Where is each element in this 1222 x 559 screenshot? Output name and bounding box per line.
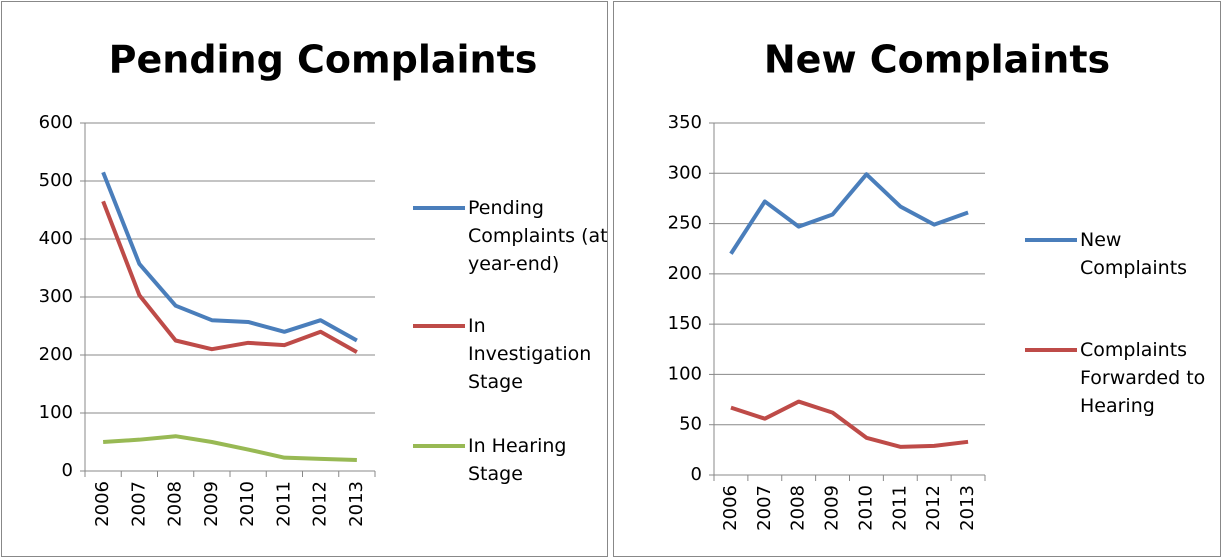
y-tick-label: 600: [39, 112, 73, 133]
x-tick-label: 2006: [92, 481, 113, 527]
y-tick-label: 100: [668, 363, 702, 384]
y-tick-label: 0: [62, 460, 73, 481]
y-tick-label: 400: [39, 228, 73, 249]
x-tick-label: 2009: [822, 485, 843, 531]
x-tick-label: 2009: [201, 481, 222, 527]
legend-label: In Hearing Stage: [468, 435, 567, 485]
x-tick-label: 2012: [310, 481, 331, 527]
series-line: [101, 171, 358, 343]
x-tick-label: 2011: [889, 485, 910, 531]
legend-label: Complaints Forwarded to Hearing: [1080, 339, 1206, 417]
x-tick-label: 2006: [720, 485, 741, 531]
x-tick-label: 2007: [128, 481, 149, 527]
y-tick-label: 250: [668, 213, 702, 234]
x-tick-label: 2012: [923, 485, 944, 531]
x-tick-label: 2010: [237, 481, 258, 527]
y-tick-label: 50: [679, 414, 702, 435]
series-line: [101, 200, 358, 354]
panel-border: [1, 1, 608, 557]
x-tick-label: 2013: [957, 485, 978, 531]
x-tick-label: 2010: [855, 485, 876, 531]
y-tick-label: 150: [668, 313, 702, 334]
y-tick-label: 100: [39, 402, 73, 423]
chart-title: Pending Complaints: [109, 38, 538, 82]
legend-label: New Complaints: [1080, 229, 1188, 279]
x-tick-label: 2011: [273, 481, 294, 527]
y-tick-label: 200: [668, 263, 702, 284]
y-tick-label: 0: [691, 464, 702, 485]
legend-label: In Investigation Stage: [468, 315, 592, 393]
y-tick-label: 200: [39, 344, 73, 365]
x-tick-label: 2007: [754, 485, 775, 531]
series-line: [729, 172, 969, 255]
panel-border: [613, 1, 1221, 557]
x-tick-label: 2008: [165, 481, 186, 527]
x-tick-label: 2013: [346, 481, 367, 527]
y-tick-label: 300: [668, 162, 702, 183]
legend-label: Pending Complaints (at year-end): [468, 197, 608, 275]
x-tick-label: 2008: [788, 485, 809, 531]
y-tick-label: 500: [39, 170, 73, 191]
y-tick-label: 350: [668, 112, 702, 133]
series-line: [102, 434, 357, 462]
y-tick-label: 300: [39, 286, 73, 307]
series-line: [730, 399, 969, 449]
chart-title: New Complaints: [764, 38, 1110, 82]
